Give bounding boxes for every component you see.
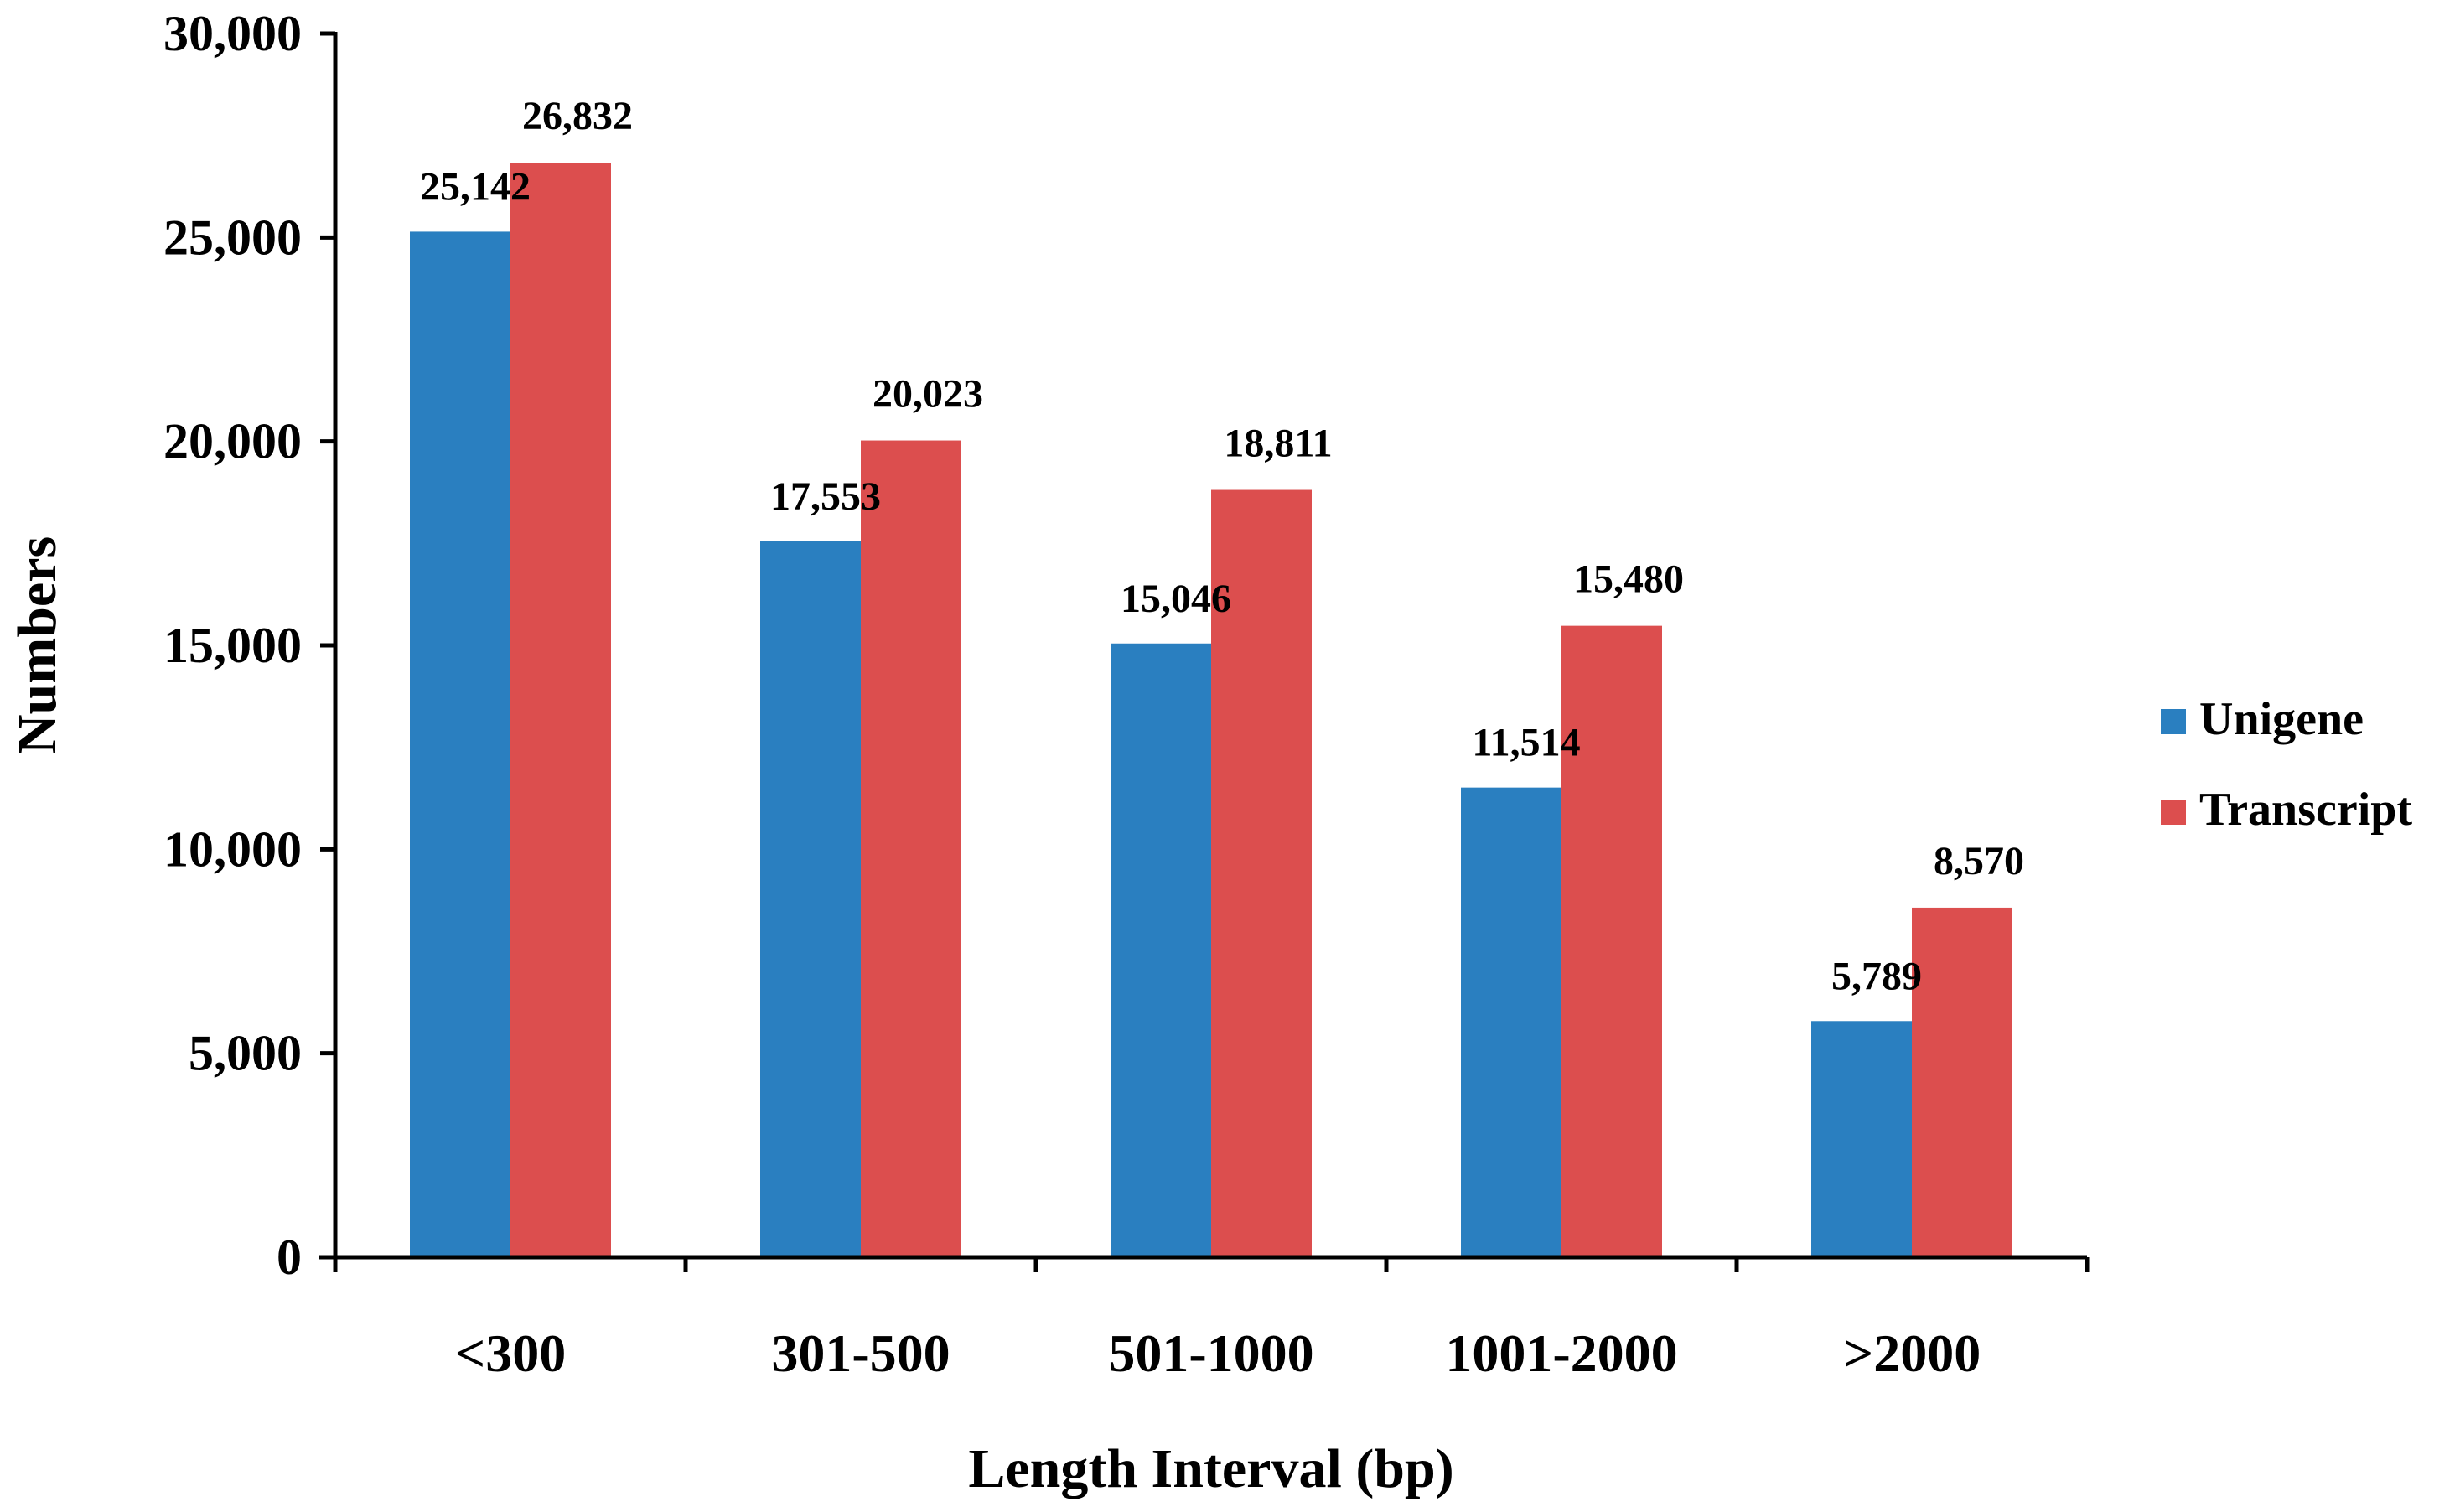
x-axis-title: Length Interval (bp) xyxy=(968,1438,1453,1499)
y-tick-label-3: 15,000 xyxy=(163,618,302,673)
bar-transcript-4 xyxy=(1912,907,2012,1257)
legend: Unigene Transcript xyxy=(2161,693,2412,836)
data-label-transcript-2: 18,811 xyxy=(1224,422,1332,466)
x-category-label-2: 501-1000 xyxy=(1108,1323,1313,1383)
x-category-label-3: 1001-2000 xyxy=(1445,1323,1677,1383)
data-label-transcript-3: 15,480 xyxy=(1573,557,1684,602)
y-tick-label-6: 30,000 xyxy=(163,6,302,61)
data-label-unigene-1: 17,553 xyxy=(770,474,881,519)
data-label-transcript-4: 8,570 xyxy=(1934,839,2024,883)
bar-unigene-3 xyxy=(1461,787,1561,1257)
bar-unigene-4 xyxy=(1811,1021,1912,1257)
x-category-label-0: <300 xyxy=(455,1323,566,1383)
bar-unigene-2 xyxy=(1111,643,1211,1257)
y-axis-title: Numbers xyxy=(7,536,68,754)
y-tick-label-1: 5,000 xyxy=(189,1026,302,1081)
data-label-unigene-4: 5,789 xyxy=(1831,954,1922,998)
y-tick-label-0: 0 xyxy=(277,1230,302,1285)
legend-swatch-transcript xyxy=(2161,800,2186,825)
axes-group: 0 5,000 10,000 15,000 20,000 25,000 30,000 <300… xyxy=(163,6,2090,1383)
y-tick-label-2: 10,000 xyxy=(163,821,302,877)
bar-transcript-0 xyxy=(510,163,611,1257)
legend-label-unigene: Unigene xyxy=(2199,693,2364,745)
data-labels-group: 25,142 26,832 17,553 20,023 15,046 18,811 11,5… xyxy=(420,94,2024,998)
bars-group xyxy=(410,163,2012,1258)
data-label-unigene-2: 15,046 xyxy=(1121,577,1231,621)
data-label-transcript-1: 20,023 xyxy=(873,372,983,417)
bar-transcript-2 xyxy=(1211,489,1312,1257)
bar-transcript-3 xyxy=(1561,625,1662,1257)
legend-swatch-unigene xyxy=(2161,709,2186,734)
bar-unigene-0 xyxy=(410,231,510,1258)
bar-transcript-1 xyxy=(861,440,961,1257)
data-label-transcript-0: 26,832 xyxy=(522,94,633,138)
legend-label-transcript: Transcript xyxy=(2199,784,2412,836)
y-tick-label-4: 20,000 xyxy=(163,414,302,469)
y-tick-label-5: 25,000 xyxy=(163,210,302,265)
data-label-unigene-0: 25,142 xyxy=(420,164,531,209)
x-category-label-4: >2000 xyxy=(1843,1323,1981,1383)
bar-unigene-1 xyxy=(760,541,861,1257)
x-category-label-1: 301-500 xyxy=(771,1323,950,1383)
data-label-unigene-3: 11,514 xyxy=(1472,721,1580,765)
